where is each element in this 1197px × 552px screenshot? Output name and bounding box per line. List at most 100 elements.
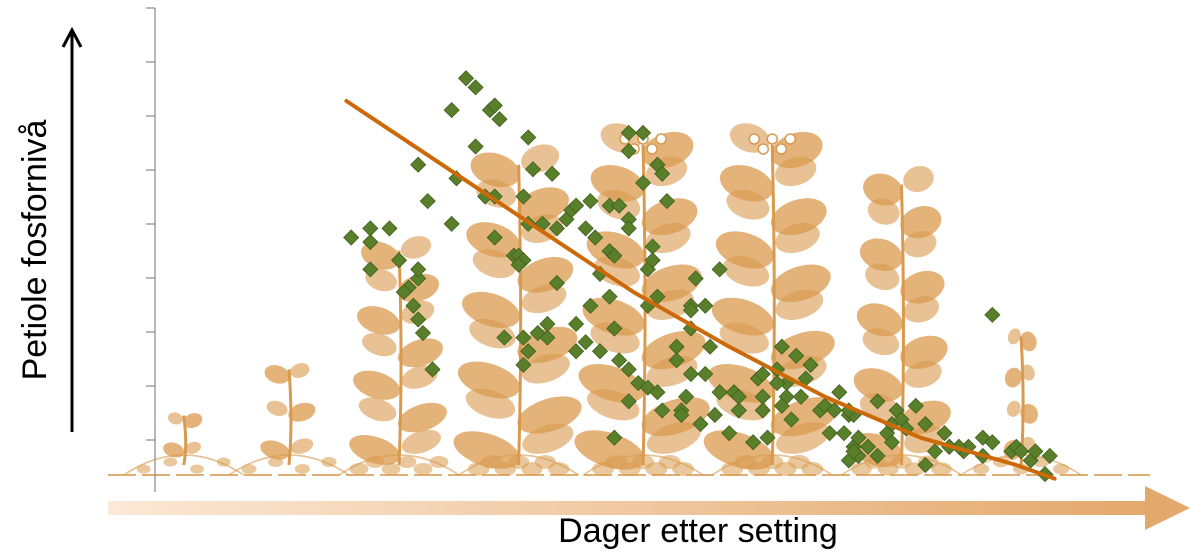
data-point <box>606 247 623 264</box>
data-point <box>754 365 771 383</box>
data-point <box>467 138 484 155</box>
plant-vegetative <box>453 144 582 476</box>
data-point <box>831 384 848 401</box>
data-point <box>917 456 934 474</box>
data-point <box>510 256 527 273</box>
data-point <box>410 311 427 328</box>
data-point <box>419 193 436 210</box>
plant-sprout <box>123 412 245 476</box>
data-point <box>869 447 886 464</box>
data-point <box>577 220 594 237</box>
data-point <box>405 297 422 314</box>
data-point <box>821 425 838 442</box>
data-point <box>850 429 867 446</box>
data-point <box>620 142 637 160</box>
data-point <box>539 315 556 333</box>
data-point <box>620 393 637 410</box>
plant-flowering <box>703 123 839 476</box>
data-point <box>410 270 427 287</box>
data-point <box>644 252 661 269</box>
data-point <box>984 434 1001 451</box>
data-point <box>620 220 637 237</box>
data-point <box>745 434 762 451</box>
data-point <box>520 129 537 146</box>
data-point <box>414 324 432 342</box>
data-point <box>773 397 790 414</box>
data-point <box>539 329 556 346</box>
y-axis <box>146 7 156 492</box>
data-point <box>654 165 671 182</box>
data-point <box>697 365 714 383</box>
data-point <box>859 438 877 455</box>
data-point <box>792 388 810 405</box>
data-point <box>692 415 709 433</box>
data-point <box>759 429 776 446</box>
data-point <box>467 79 484 96</box>
data-point <box>515 188 532 205</box>
data-point <box>682 365 699 383</box>
data-point <box>486 229 503 246</box>
data-point <box>515 356 532 373</box>
data-point <box>381 220 398 237</box>
data-point <box>926 443 944 460</box>
data-point <box>515 329 532 346</box>
data-point <box>687 270 704 287</box>
data-point <box>443 102 460 119</box>
data-point <box>1027 443 1044 460</box>
data-point <box>410 156 427 173</box>
data-point <box>486 97 503 114</box>
data-point <box>395 284 412 301</box>
data-point <box>845 443 862 460</box>
data-point <box>668 352 685 369</box>
data-point <box>802 356 819 373</box>
x-axis-arrow <box>108 486 1190 530</box>
data-point <box>568 315 585 333</box>
data-point <box>601 288 618 305</box>
data-point <box>1013 443 1030 460</box>
data-point <box>658 193 676 210</box>
data-point <box>1041 447 1058 464</box>
data-point <box>701 338 719 355</box>
data-point <box>520 343 537 360</box>
data-point <box>835 425 853 442</box>
data-point <box>711 384 728 401</box>
data-point <box>697 297 714 314</box>
data-point <box>754 402 771 419</box>
data-point <box>582 193 599 210</box>
data-point <box>773 338 790 355</box>
data-point <box>649 384 666 401</box>
data-point <box>491 111 508 128</box>
trend-line <box>344 99 1057 481</box>
data-point <box>788 347 805 364</box>
data-point <box>611 352 628 369</box>
data-point <box>606 320 623 337</box>
plant-vegetative <box>338 236 460 476</box>
data-point <box>907 397 924 414</box>
data-point <box>577 334 594 351</box>
data-point <box>568 343 585 360</box>
x-axis-title: Dager etter setting <box>558 512 838 550</box>
data-point <box>706 406 723 424</box>
data-point <box>424 361 441 378</box>
data-point <box>362 220 379 237</box>
data-point <box>783 411 800 428</box>
data-point <box>591 343 609 360</box>
plant-growth-illustration <box>108 123 1150 476</box>
data-point <box>606 429 623 446</box>
data-point <box>390 252 408 269</box>
y-axis-title: Petiole fosfornivå <box>16 120 54 381</box>
data-point <box>678 388 695 405</box>
data-point <box>635 124 652 141</box>
data-point <box>673 406 690 424</box>
data-points <box>343 70 1058 483</box>
data-point <box>682 302 699 319</box>
data-point <box>362 261 379 278</box>
data-point <box>826 402 843 419</box>
data-point <box>711 261 728 278</box>
data-point <box>620 361 637 378</box>
data-point <box>654 402 671 419</box>
data-point <box>869 393 886 410</box>
plant-senescence <box>841 165 962 476</box>
data-point <box>548 220 566 237</box>
